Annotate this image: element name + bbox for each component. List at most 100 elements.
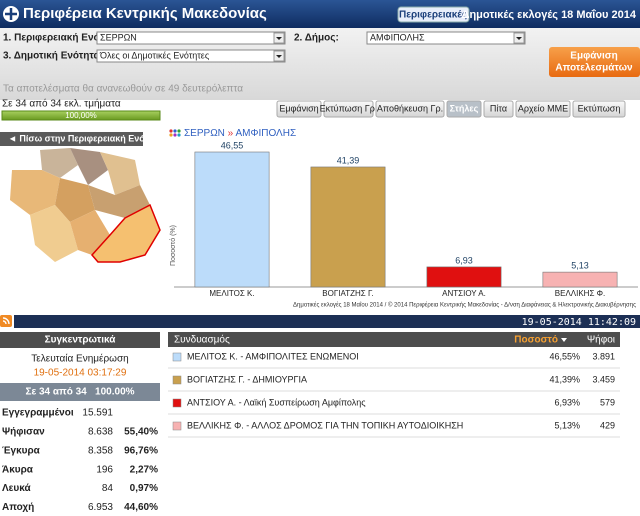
toolbar-button[interactable] — [375, 100, 445, 118]
region-button[interactable] — [397, 6, 470, 23]
toolbar-button[interactable] — [483, 100, 514, 118]
column-header[interactable]: Συνδυασμός — [174, 334, 230, 346]
map-region — [30, 205, 78, 262]
map-region — [88, 185, 150, 218]
breadcrumb-region[interactable]: ΣΕΡΡΩΝ — [184, 128, 225, 139]
column-header[interactable]: Ψήφοι — [587, 334, 615, 346]
progress-bar — [1, 110, 161, 121]
clock: 19-05-2014 11:42:09 — [522, 317, 636, 328]
column-header[interactable]: Ποσοστό — [514, 335, 558, 346]
submit-label[interactable]: Εμφάνιση — [570, 51, 617, 62]
summary-label: Λευκά — [2, 483, 31, 494]
header-bar — [0, 0, 640, 28]
toolbar-button[interactable] — [446, 100, 482, 118]
select-value[interactable]: ΑΜΦΙΠΟΛΗΣ — [370, 32, 425, 42]
breadcrumb-separator: » — [228, 128, 234, 139]
summary-title: Συγκεντρωτικά — [45, 335, 117, 346]
data-label: 5,13 — [571, 260, 589, 270]
x-tick-label: ΒΕΛΛΙΚΗΣ Φ. — [555, 289, 605, 298]
filter-label: 3. Δημοτική Ενότητα: — [3, 51, 103, 62]
clock-bar — [14, 315, 640, 328]
summary-label: Αποχή — [2, 502, 34, 513]
data-label: 6,93 — [455, 255, 473, 265]
party-name: ΑΝΤΣΙΟΥ Α. - Λαϊκή Συσπείρωση Αμφίπολης — [187, 397, 366, 407]
row-swatch — [172, 352, 182, 362]
filter-label: 2. Δήμος: — [294, 33, 339, 44]
region-button-label[interactable]: Περιφερειακές — [399, 10, 467, 21]
update-label: Τελευταία Ενημέρωση — [31, 353, 128, 365]
select[interactable] — [96, 49, 286, 63]
toolbar-label[interactable]: Εμφάνιση — [279, 103, 318, 113]
x-tick-label: ΒΟΓΙΑΤΖΗΣ Γ. — [322, 289, 373, 298]
map-region — [40, 148, 78, 178]
coverage-bar — [0, 383, 160, 401]
summary-value: 8.638 — [88, 427, 113, 438]
breadcrumb-icon — [169, 129, 181, 137]
toolbar-button[interactable] — [323, 100, 374, 118]
summary-label: Ψήφισαν — [2, 427, 45, 438]
row-swatch — [172, 421, 182, 431]
toolbar-label[interactable]: Στήλες — [450, 103, 479, 113]
party-votes: 3.891 — [592, 351, 615, 361]
bar — [542, 271, 618, 288]
map-region — [55, 178, 95, 222]
x-tick-label: ΑΝΤΣΙΟΥ Α. — [442, 289, 486, 298]
summary-value: 6.953 — [88, 502, 113, 513]
row-swatch — [172, 398, 182, 408]
row-swatch — [172, 375, 182, 385]
summary-value: 196 — [96, 464, 113, 475]
select[interactable] — [366, 31, 526, 45]
results-header — [168, 332, 620, 347]
select-arrow — [276, 55, 282, 58]
toolbar-label[interactable]: Εκτύπωση — [578, 103, 621, 113]
map-selected-region — [91, 203, 161, 263]
coverage: Σε 34 από 34 100.00% — [25, 387, 134, 398]
rss-waves — [2, 317, 10, 325]
party-name: ΒΕΛΛΙΚΗΣ Φ. - ΑΛΛΟΣ ΔΡΟΜΟΣ ΓΙΑ ΤΗΝ ΤΟΠΙΚ… — [187, 420, 463, 430]
map-region — [70, 148, 108, 185]
toolbar-button[interactable] — [515, 100, 571, 118]
toolbar-label[interactable]: Αποθήκευση Γρ. — [377, 103, 443, 113]
select-value[interactable]: ΣΕΡΡΩΝ — [100, 32, 137, 42]
rss-icon[interactable] — [0, 315, 12, 327]
toolbar-button[interactable] — [276, 100, 322, 118]
back-button[interactable] — [0, 132, 143, 146]
party-votes: 579 — [600, 397, 615, 407]
party-percent: 5,13% — [554, 420, 580, 430]
map-region — [10, 170, 60, 215]
bar — [310, 166, 386, 288]
summary-percent: 96,76% — [124, 445, 158, 456]
map-region — [100, 152, 140, 195]
progress-text: Σε 34 από 34 εκλ. τμήματα — [2, 98, 121, 110]
toolbar-label[interactable]: Πίτα — [490, 103, 507, 113]
party-percent: 6,93% — [554, 397, 580, 407]
toolbar-button[interactable] — [572, 100, 626, 118]
select-arrow — [276, 37, 282, 40]
submit-button[interactable] — [549, 47, 640, 77]
bar — [194, 151, 270, 288]
sort-arrow — [561, 338, 567, 342]
summary-value: 84 — [102, 483, 114, 494]
refresh-note: Τα αποτελέσματα θα ανανεωθούν σε 49 δευτ… — [3, 83, 243, 95]
select-value[interactable]: Όλες οι Δημοτικές Ενότητες — [99, 50, 210, 60]
submit-label[interactable]: Αποτελεσμάτων — [555, 63, 633, 74]
data-label: 41,39 — [337, 155, 360, 165]
election-title: Δημοτικές εκλογές 18 Μαΐου 2014 — [462, 9, 637, 21]
summary-label: Άκυρα — [2, 464, 34, 475]
select[interactable] — [96, 31, 286, 45]
summary-value: 8.358 — [88, 445, 113, 456]
summary-value: 15.591 — [82, 408, 113, 419]
back-button-label[interactable]: ◄ Πίσω στην Περιφερειακή Ενότητα — [8, 133, 164, 143]
toolbar-label[interactable]: Αρχείο ΜΜΕ — [518, 103, 568, 113]
x-tick-label: ΜΕΛΙΤΟΣ Κ. — [209, 289, 254, 298]
chart-footnote: Δημοτικές εκλογές 18 Μαΐου 2014 / © 2014… — [293, 302, 636, 309]
party-name: ΜΕΛΙΤΟΣ Κ. - ΑΜΦΙΠΟΛΙΤΕΣ ΕΝΩΜΕΝΟΙ — [187, 351, 359, 361]
map-region — [70, 210, 110, 255]
toolbar-label[interactable]: Εκτύπωση Γρ. — [320, 103, 378, 113]
data-label: 46,55 — [221, 140, 244, 150]
y-axis-label: Ποσοστό (%) — [169, 225, 177, 266]
summary-header — [0, 332, 160, 348]
breadcrumb: ΣΕΡΡΩΝ » ΑΜΦΙΠΟΛΗΣ — [184, 128, 296, 139]
summary-percent: 0,97% — [130, 483, 158, 494]
